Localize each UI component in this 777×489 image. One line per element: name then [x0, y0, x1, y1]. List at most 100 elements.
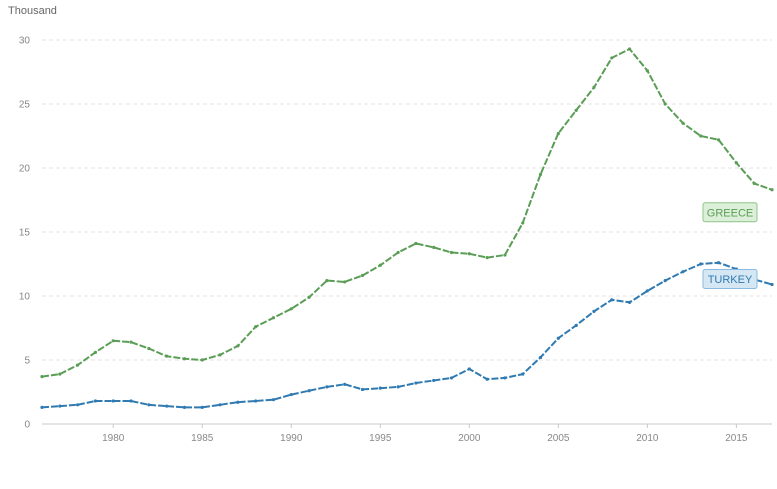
x-tick-label: 1995 [369, 433, 392, 444]
data-point-greece [538, 172, 543, 176]
data-point-greece [414, 241, 418, 246]
data-point-turkey [40, 405, 44, 409]
data-point-turkey [307, 389, 311, 393]
x-tick-label: 2015 [725, 433, 748, 444]
data-point-turkey [343, 382, 347, 386]
data-point-greece [111, 339, 115, 343]
series-label-text: GREECE [707, 207, 753, 219]
data-point-turkey [503, 376, 507, 380]
y-tick-label: 25 [19, 100, 31, 111]
data-point-greece [556, 131, 560, 136]
data-point-greece [200, 358, 204, 362]
series-label-turkey: TURKEY [702, 268, 758, 289]
y-axis-unit-label: Thousand [8, 5, 57, 17]
data-point-greece [752, 181, 756, 185]
data-point-turkey [538, 355, 543, 360]
series-line-turkey [41, 261, 773, 409]
series-line-greece [41, 48, 773, 378]
data-point-greece [129, 340, 133, 344]
data-point-greece [681, 121, 685, 125]
data-point-greece [610, 56, 614, 60]
data-point-greece [325, 279, 329, 283]
data-point-turkey [449, 376, 454, 380]
series-layer [40, 47, 774, 409]
data-point-turkey [521, 372, 525, 376]
data-point-greece [182, 357, 187, 361]
data-point-greece [449, 250, 454, 255]
data-point-turkey [556, 336, 560, 340]
data-point-turkey [76, 403, 80, 407]
data-point-turkey [396, 385, 400, 389]
data-point-greece [574, 108, 578, 112]
data-point-greece [627, 47, 632, 51]
data-point-greece [663, 102, 667, 106]
data-point-turkey [699, 262, 703, 266]
x-tick-label: 1980 [102, 433, 125, 444]
data-point-turkey [414, 381, 418, 385]
data-point-greece [503, 253, 507, 257]
data-point-greece [165, 354, 169, 358]
x-tick-label: 1985 [191, 433, 214, 444]
axes: 0 5 10 15 20 25 30 1980 1985 1990 1995 2000 2005 2010… [19, 36, 772, 444]
data-point-turkey [289, 392, 293, 397]
series-labels: GREECE TURKEY [702, 202, 758, 289]
data-point-greece [76, 363, 80, 367]
data-point-greece [218, 353, 222, 357]
data-point-turkey [485, 377, 489, 381]
data-point-greece [93, 350, 98, 354]
data-point-turkey [432, 378, 436, 383]
data-point-greece [58, 372, 62, 376]
data-point-turkey [200, 405, 204, 409]
y-tick-label: 30 [19, 36, 31, 47]
data-point-turkey [716, 261, 721, 265]
series-label-greece: GREECE [702, 202, 758, 223]
data-point-greece [307, 295, 311, 299]
data-point-greece [360, 273, 365, 278]
data-point-greece [147, 346, 151, 351]
y-tick-label: 5 [24, 356, 30, 367]
x-tick-label: 1990 [280, 433, 303, 444]
data-point-turkey [627, 300, 632, 304]
y-tick-label: 0 [24, 420, 30, 431]
data-point-turkey [360, 387, 365, 392]
gridlines [42, 39, 772, 361]
data-point-greece [378, 263, 382, 267]
y-tick-label: 15 [19, 228, 31, 239]
data-point-greece [271, 316, 276, 320]
data-point-turkey [592, 309, 596, 313]
data-point-turkey [574, 323, 578, 328]
x-tick-label: 2010 [636, 433, 659, 444]
data-point-turkey [467, 367, 471, 371]
data-point-turkey [218, 403, 222, 407]
y-tick-label: 20 [19, 164, 31, 175]
data-point-greece [521, 221, 525, 225]
data-point-turkey [271, 398, 276, 402]
data-point-turkey [182, 405, 187, 409]
data-point-turkey [93, 399, 98, 403]
data-point-turkey [58, 404, 62, 408]
data-point-greece [236, 344, 240, 348]
data-point-turkey [663, 279, 667, 283]
data-point-turkey [254, 399, 258, 403]
data-point-turkey [645, 289, 649, 293]
y-tick-label: 10 [19, 292, 31, 303]
data-point-greece [485, 256, 489, 260]
data-point-turkey [165, 404, 169, 408]
data-point-greece [289, 307, 293, 311]
data-point-turkey [129, 399, 133, 403]
series-label-box [702, 268, 758, 289]
data-point-greece [396, 250, 400, 255]
data-point-turkey [325, 385, 329, 389]
data-point-turkey [111, 399, 115, 403]
data-point-greece [40, 375, 44, 379]
data-point-greece [770, 188, 774, 192]
data-point-greece [467, 252, 471, 256]
data-point-turkey [147, 403, 151, 407]
data-point-greece [254, 325, 258, 329]
data-point-greece [592, 85, 596, 89]
data-point-greece [645, 69, 649, 73]
series-label-text: TURKEY [708, 274, 753, 286]
series-label-box [702, 202, 758, 223]
data-point-turkey [236, 400, 240, 404]
